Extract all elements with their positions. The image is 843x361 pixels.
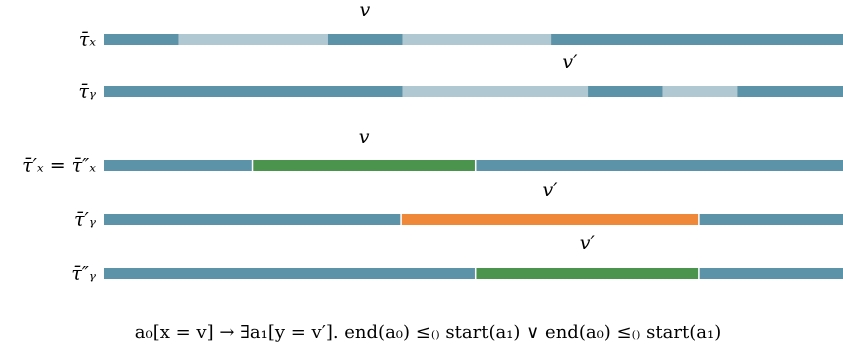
segment-separator (400, 214, 402, 225)
row-tau-y: τ̄ᵧ v′ (78, 51, 843, 103)
segment-light (662, 86, 738, 97)
value-annotation: v (359, 0, 370, 21)
trace-rows: τ̄ₓ v τ̄ᵧ v′ τ̄′ₓ = τ̄″ₓ v τ̄′ᵧ v′ τ̄″ᵧ v′ (22, 0, 843, 285)
segment-light (178, 34, 328, 45)
segment-base (475, 160, 843, 171)
row-label: τ̄ₓ (79, 29, 97, 51)
segment-base (737, 86, 843, 97)
value-annotation: v (359, 126, 370, 148)
segment-orange (401, 214, 699, 225)
row-label: τ̄ᵧ (78, 81, 97, 103)
segment-base (588, 86, 663, 97)
segment-base (104, 86, 403, 97)
row-tau-y-double-prime: τ̄″ᵧ v′ (71, 232, 843, 285)
segment-base (104, 34, 179, 45)
segment-base (698, 268, 843, 279)
segment-base (327, 34, 403, 45)
value-annotation: v′ (542, 179, 558, 201)
formula: a₀[x = v] → ∃a₁[y = v′]. end(a₀) ≤₍₎ sta… (135, 322, 721, 343)
row-label: τ̄′ᵧ (74, 209, 97, 231)
segment-separator (474, 160, 477, 171)
row-label: τ̄″ᵧ (71, 263, 97, 285)
row-label: τ̄′ₓ = τ̄″ₓ (22, 155, 96, 177)
segment-separator (698, 214, 700, 225)
segment-base (698, 214, 843, 225)
segment-base (104, 268, 476, 279)
segment-light (402, 34, 552, 45)
segment-base (104, 214, 402, 225)
segment-green (475, 268, 699, 279)
value-annotation: v′ (580, 232, 596, 254)
segment-green (252, 160, 476, 171)
segment-separator (474, 268, 477, 279)
segment-separator (698, 268, 700, 279)
segment-light (402, 86, 589, 97)
row-tau-x: τ̄ₓ v (79, 0, 843, 51)
segment-base (551, 34, 843, 45)
row-tau-y-prime: τ̄′ᵧ v′ (74, 179, 843, 231)
segment-base (104, 160, 253, 171)
value-annotation: v′ (562, 51, 578, 73)
segment-separator (251, 160, 254, 171)
row-tau-x-prime: τ̄′ₓ = τ̄″ₓ v (22, 126, 843, 177)
